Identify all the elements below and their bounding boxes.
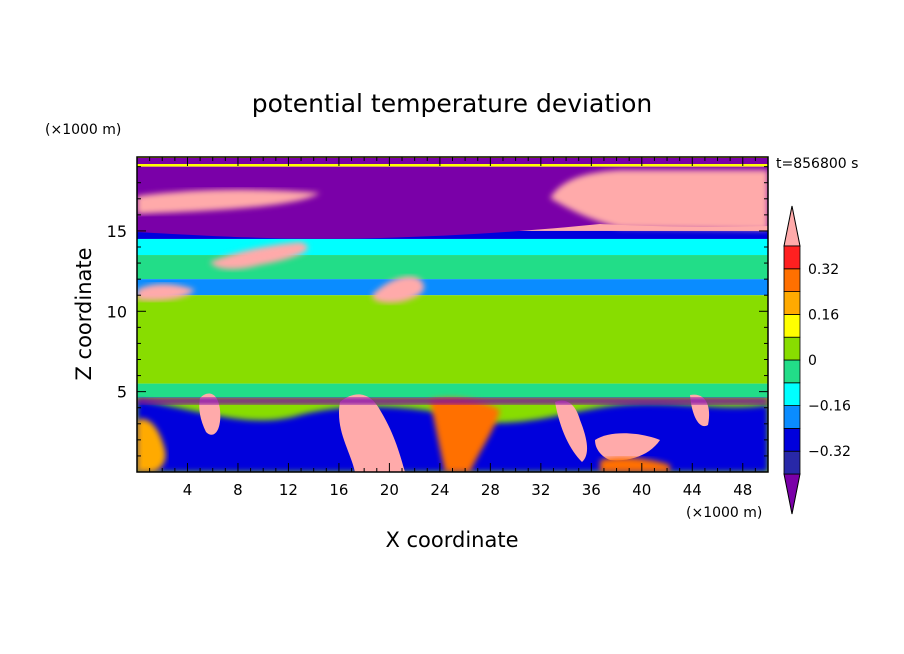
colorbar-tick-label: 0: [808, 353, 817, 369]
colorbar-tick-label: 0.16: [808, 307, 839, 323]
colorbar-box: [783, 450, 801, 475]
colorbar-box: [783, 382, 801, 406]
x-axis-label: X coordinate: [385, 528, 518, 552]
x-tick-label: 4: [183, 481, 193, 499]
colorbar-box: [783, 268, 801, 292]
y-axis-label: Z coordinate: [72, 247, 96, 380]
colorbar-box: [783, 359, 801, 384]
contour-layer: [137, 295, 768, 384]
colorbar-tick-label: 0.32: [808, 262, 839, 278]
colorbar-box: [783, 313, 801, 338]
colorbar: 0.32 0.16 0 −0.16 −0.32: [783, 205, 851, 515]
colorbar-box: [783, 427, 801, 452]
colorbar-max-arrow: [783, 205, 801, 247]
contour-features: [137, 158, 768, 472]
colorbar-box: [783, 336, 801, 361]
chart-title: potential temperature deviation: [252, 89, 652, 118]
contour-feature: [137, 419, 166, 472]
x-tick-label: 32: [531, 481, 550, 499]
colorbar-box: [783, 291, 801, 315]
x-axis: 4 8 12 16 20 24 28 32 36 40 44 48: [149, 157, 756, 499]
y-tick-label: 10: [107, 302, 127, 321]
colorbar-box: [783, 405, 801, 429]
x-tick-label: 48: [733, 481, 752, 499]
contour-feature: [372, 276, 425, 303]
x-tick-label: 16: [329, 481, 348, 499]
time-label: t=856800 s: [776, 156, 858, 172]
x-tick-label: 28: [481, 481, 500, 499]
contour-feature: [430, 398, 500, 472]
contour-feature: [595, 433, 660, 461]
contour-feature: [137, 398, 768, 404]
y-unit-label: (×1000 m): [45, 122, 121, 138]
contour-feature: [210, 242, 308, 270]
contour-feature: [555, 400, 588, 462]
x-tick-label: 44: [683, 481, 702, 499]
y-axis: 5 10 15: [107, 166, 768, 457]
contour-feature: [137, 189, 320, 214]
contour-feature: [137, 284, 195, 301]
x-tick-label: 40: [632, 481, 651, 499]
colorbar-min-arrow: [783, 473, 801, 515]
y-tick-label: 15: [107, 222, 127, 241]
x-unit-label: (×1000 m): [686, 505, 762, 521]
contour-layer: [137, 238, 768, 256]
contour-layer: [137, 383, 768, 400]
y-tick-label: 5: [117, 383, 127, 402]
x-tick-label: 12: [279, 481, 298, 499]
x-tick-label: 24: [430, 481, 449, 499]
contour-layer: [137, 279, 768, 296]
contour-feature: [338, 394, 405, 472]
colorbar-tick-label: −0.32: [808, 444, 851, 460]
x-tick-label: 8: [233, 481, 243, 499]
colorbar-box: [783, 245, 801, 270]
contour-feature: [600, 457, 670, 472]
contour-feature: [550, 170, 768, 230]
colorbar-tick-label: −0.16: [808, 399, 851, 415]
plot-area: [137, 157, 768, 472]
x-tick-label: 36: [582, 481, 601, 499]
x-tick-label: 20: [380, 481, 399, 499]
